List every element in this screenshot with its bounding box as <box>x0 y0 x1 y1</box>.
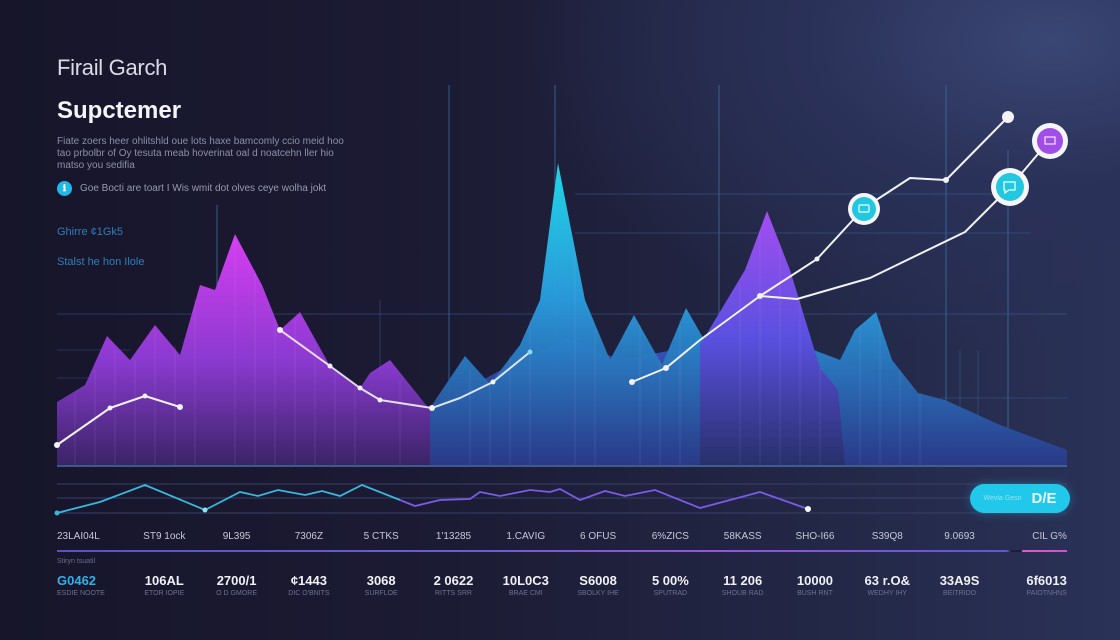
stat-label: 9.0693 <box>944 531 975 542</box>
stat-label: 9L395 <box>222 531 251 542</box>
info-icon[interactable]: ℹ <box>57 181 72 196</box>
cyan-area <box>430 163 1067 465</box>
chart-icon <box>1044 136 1056 145</box>
stat-value: 2 0622 <box>433 573 474 588</box>
stat-value: S6008 <box>579 573 617 588</box>
sparkline <box>54 483 1067 516</box>
stat-value: 5 00% <box>651 573 689 588</box>
stat-subtext: O D GMORE <box>216 590 258 597</box>
info-row: ℹ Goe Bocti are toart I Wis wmit dot olv… <box>57 181 326 196</box>
stat-label: 1.CAVIG <box>506 531 546 542</box>
stat-label: 6%ZICS <box>651 531 689 542</box>
stat-label: 5 CTKS <box>363 531 399 542</box>
stat-subtext: BRAE CMI <box>508 590 543 597</box>
stat-subtext: DIC O'BNITS <box>288 590 330 597</box>
stat-value: 11 206 <box>723 573 763 588</box>
stat-label: 23LAI04L <box>57 531 100 542</box>
cta-label: Wevla Gesn <box>983 495 1022 502</box>
violet-area <box>700 211 845 465</box>
description-text: Fiate zoers heer ohlitshld oue lots haxe… <box>57 136 344 171</box>
stat-label: 6 OFUS <box>580 531 617 542</box>
stat-value: 10L0C3 <box>502 573 549 588</box>
stat-subtext: SURFLOE <box>364 590 398 597</box>
stat-subtext: WEDHY IHY <box>867 590 908 597</box>
stat-value: ¢1443 <box>290 573 327 588</box>
cta-button[interactable]: Wevla Gesn D/E <box>970 484 1070 513</box>
magenta-area <box>57 234 430 465</box>
section-caption: Stiryn tsuatil <box>57 558 96 565</box>
stat-subtext: ESDIE NOOTE <box>57 590 105 597</box>
stat-subtext: BEITRIDO <box>943 590 977 597</box>
stat-value: 33A9S <box>939 573 980 588</box>
stat-label: SHO-I66 <box>795 531 835 542</box>
stat-subtext: PAIOTNHNS <box>1026 590 1067 597</box>
legend-item-2[interactable]: Stalst he hon Ilole <box>57 256 145 268</box>
stat-subtext: BUSH RNT <box>797 590 833 597</box>
stat-subtext: ETOR IOPIE <box>144 590 185 597</box>
marker-chat[interactable] <box>991 168 1029 206</box>
legend-item-1[interactable]: Ghirre ¢1Gk5 <box>57 226 124 238</box>
stat-label: 1'13285 <box>435 531 472 542</box>
line-points <box>54 111 1014 448</box>
folder-icon <box>858 204 870 213</box>
info-text: Goe Bocti are toart I Wis wmit dot olves… <box>80 183 327 194</box>
stat-label: ST9 1ock <box>143 531 186 542</box>
stat-label: 7306Z <box>294 531 324 542</box>
stat-label: 58KASS <box>723 531 762 542</box>
stat-subtexts-row: ESDIE NOOTE ETOR IOPIE O D GMORE DIC O'B… <box>57 590 1067 597</box>
marker-chart[interactable] <box>1032 123 1068 159</box>
gradient-divider <box>57 550 1067 552</box>
stat-subtext: SPUTRAD <box>653 590 688 597</box>
stat-label: S39Q8 <box>871 531 903 542</box>
app-title: Firail Garch <box>57 55 168 80</box>
stat-subtext: RITTS SRR <box>435 590 472 597</box>
stat-value: 2700/1 <box>216 573 257 588</box>
stat-value: 63 r.O& <box>864 573 911 588</box>
stat-labels-row: 23LAI04L ST9 1ock 9L395 7306Z 5 CTKS 1'1… <box>57 531 1067 542</box>
stat-subtext: SHOUB RAD <box>721 590 764 597</box>
stat-value: 6f6013 <box>1026 573 1067 588</box>
page-title: Supctemer <box>57 97 182 124</box>
chat-icon <box>1003 181 1016 195</box>
stat-value: 3068 <box>366 573 396 588</box>
marker-folder[interactable] <box>848 193 880 225</box>
stat-value: G0462 <box>57 573 97 588</box>
stat-value: 106AL <box>144 573 184 588</box>
stat-value: 10000 <box>796 573 834 588</box>
cta-code: D/E <box>1031 490 1057 507</box>
stat-label: CIL G% <box>1032 531 1067 542</box>
stat-subtext: SBOLKY IHE <box>577 590 619 597</box>
stat-values-row: G0462 106AL 2700/1 ¢1443 3068 2 0622 10L… <box>57 573 1067 588</box>
